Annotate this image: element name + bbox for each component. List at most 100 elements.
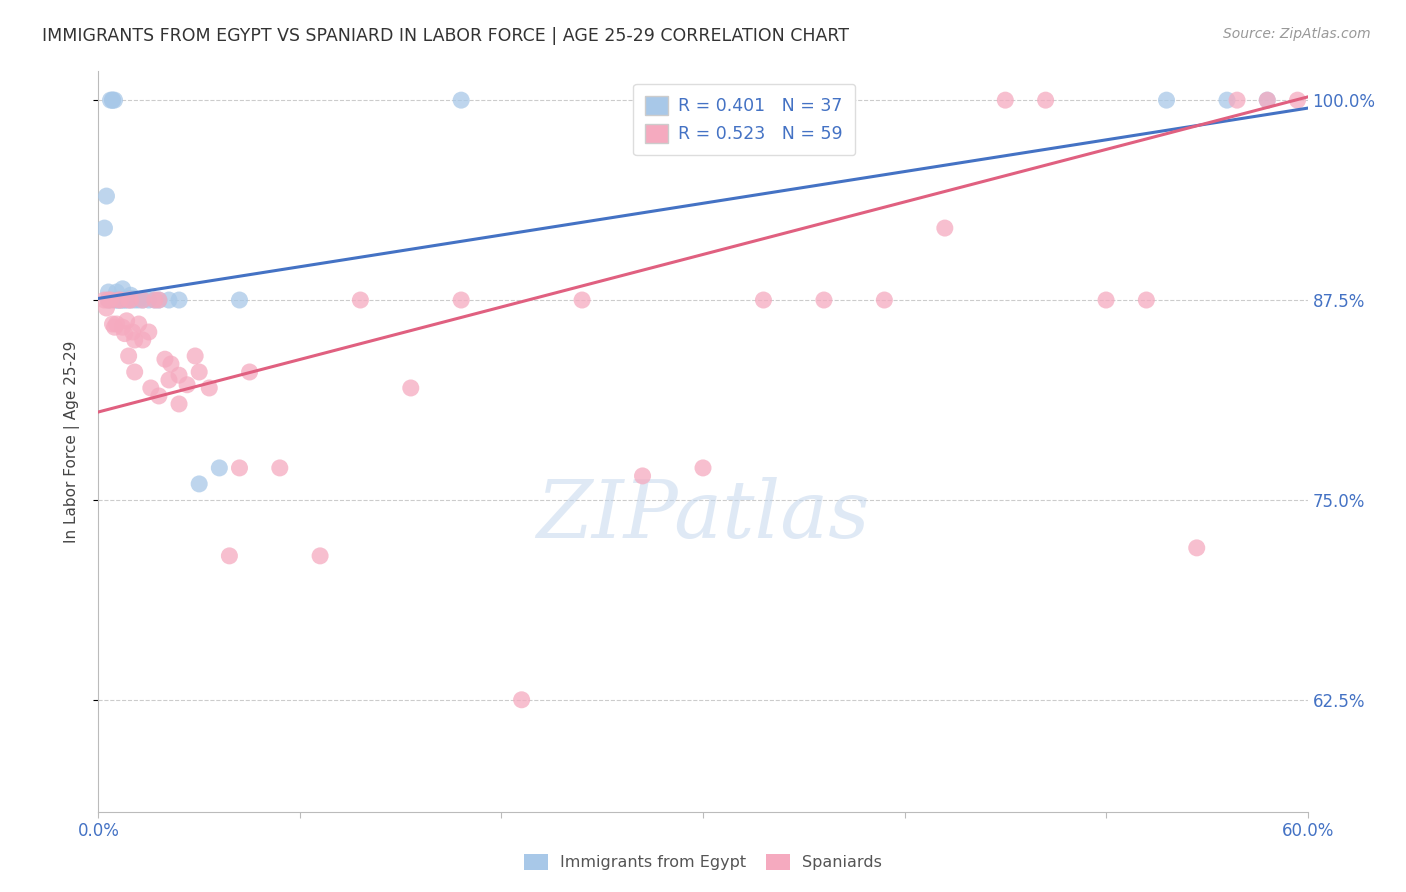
Text: ZIPatlas: ZIPatlas [536,477,870,554]
Point [124,365,146,379]
Point [148,293,170,307]
Point [208,461,231,475]
Point [118,293,141,307]
Point [873,293,896,307]
Point [110,293,132,307]
Point [111,293,134,307]
Point [100,93,122,107]
Point [121,325,143,339]
Point [120,293,142,307]
Point [198,381,221,395]
Point [188,365,211,379]
Point [105,317,128,331]
Point [1135,293,1157,307]
Point [167,293,190,307]
Point [118,292,141,306]
Point [1156,93,1178,107]
Point [96,301,118,315]
Point [101,93,124,107]
Point [96,189,118,203]
Point [107,293,129,307]
Legend: R = 0.401   N = 37, R = 0.523   N = 59: R = 0.401 N = 37, R = 0.523 N = 59 [633,84,855,155]
Point [100,293,122,307]
Point [510,693,533,707]
Point [111,282,134,296]
Point [269,461,291,475]
Point [813,93,835,107]
Point [115,314,138,328]
Point [132,293,155,307]
Point [139,381,162,395]
Text: IMMIGRANTS FROM EGYPT VS SPANIARD IN LABOR FORCE | AGE 25-29 CORRELATION CHART: IMMIGRANTS FROM EGYPT VS SPANIARD IN LAB… [42,27,849,45]
Point [228,293,250,307]
Point [111,320,134,334]
Point [97,293,120,307]
Point [114,293,136,307]
Point [103,293,125,307]
Point [148,389,170,403]
Point [176,377,198,392]
Point [1035,93,1057,107]
Point [110,293,132,307]
Point [1286,93,1309,107]
Point [1185,541,1208,555]
Point [132,333,155,347]
Point [93,293,115,307]
Point [105,285,128,299]
Point [128,317,150,331]
Point [631,469,654,483]
Point [994,93,1017,107]
Text: Source: ZipAtlas.com: Source: ZipAtlas.com [1223,27,1371,41]
Point [1256,93,1278,107]
Point [1095,293,1118,307]
Point [138,325,160,339]
Point [309,549,332,563]
Point [167,397,190,411]
Point [103,93,125,107]
Point [1216,93,1239,107]
Point [239,365,262,379]
Point [105,293,128,307]
Point [115,293,138,307]
Point [114,326,136,341]
Point [450,93,472,107]
Point [93,221,115,235]
Y-axis label: In Labor Force | Age 25-29: In Labor Force | Age 25-29 [65,341,80,542]
Point [184,349,207,363]
Point [128,293,150,307]
Point [160,357,183,371]
Point [103,320,125,334]
Point [120,293,142,307]
Point [143,293,166,307]
Point [934,221,956,235]
Point [101,317,124,331]
Point [143,293,166,307]
Point [157,373,180,387]
Point [571,293,593,307]
Point [349,293,371,307]
Point [1226,93,1249,107]
Point [120,288,142,302]
Point [228,461,250,475]
Point [148,293,170,307]
Point [101,93,124,107]
Point [124,333,146,347]
Point [1256,93,1278,107]
Point [153,352,176,367]
Point [450,293,472,307]
Point [97,285,120,299]
Point [813,293,835,307]
Point [138,293,160,307]
Point [124,293,146,307]
Point [118,349,141,363]
Point [692,461,714,475]
Point [218,549,240,563]
Point [188,477,211,491]
Legend: Immigrants from Egypt, Spaniards: Immigrants from Egypt, Spaniards [517,847,889,877]
Point [399,381,422,395]
Point [157,293,180,307]
Point [121,292,143,306]
Point [132,293,155,307]
Point [97,293,120,307]
Point [107,293,129,307]
